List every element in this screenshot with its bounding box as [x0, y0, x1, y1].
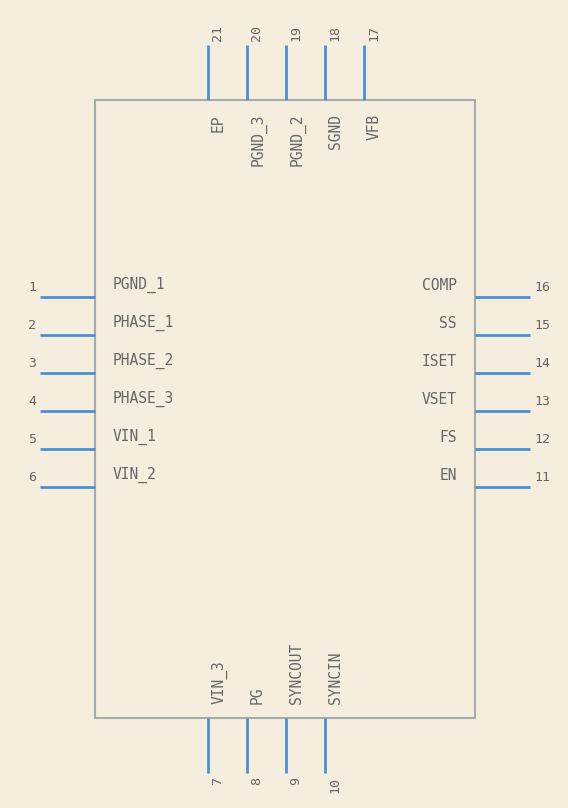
- Text: PHASE_1: PHASE_1: [113, 315, 174, 331]
- Text: VIN_2: VIN_2: [113, 467, 157, 483]
- Text: 9: 9: [289, 777, 302, 785]
- Text: PHASE_2: PHASE_2: [113, 353, 174, 369]
- Text: PGND_2: PGND_2: [289, 114, 305, 166]
- Text: 10: 10: [328, 777, 341, 793]
- Text: 13: 13: [534, 395, 550, 408]
- Text: 20: 20: [250, 25, 263, 41]
- Text: 15: 15: [534, 319, 550, 332]
- Text: 18: 18: [328, 25, 341, 41]
- Text: SYNCIN: SYNCIN: [328, 651, 343, 704]
- Text: FS: FS: [440, 430, 457, 445]
- Text: 12: 12: [534, 433, 550, 446]
- Text: SS: SS: [440, 316, 457, 331]
- Text: PGND_1: PGND_1: [113, 277, 165, 293]
- Text: ISET: ISET: [422, 354, 457, 369]
- Text: PGND_3: PGND_3: [250, 114, 266, 166]
- Text: 7: 7: [211, 777, 224, 785]
- Text: PHASE_3: PHASE_3: [113, 391, 174, 407]
- Text: VIN_3: VIN_3: [211, 660, 227, 704]
- Text: PG: PG: [250, 687, 265, 704]
- Text: SGND: SGND: [328, 114, 343, 149]
- Text: VIN_1: VIN_1: [113, 429, 157, 445]
- Text: VFB: VFB: [367, 114, 382, 141]
- Text: 3: 3: [28, 357, 36, 370]
- Text: 4: 4: [28, 395, 36, 408]
- Text: 17: 17: [367, 25, 380, 41]
- Bar: [95, 100, 475, 718]
- Text: EP: EP: [211, 114, 226, 132]
- Text: 11: 11: [534, 471, 550, 484]
- Text: 14: 14: [534, 357, 550, 370]
- Text: EN: EN: [440, 468, 457, 483]
- Text: 1: 1: [28, 281, 36, 294]
- Text: 19: 19: [289, 25, 302, 41]
- Text: VSET: VSET: [422, 392, 457, 407]
- Text: 2: 2: [28, 319, 36, 332]
- Text: 8: 8: [250, 777, 263, 785]
- Text: COMP: COMP: [422, 278, 457, 293]
- Text: SYNCOUT: SYNCOUT: [289, 642, 304, 704]
- Text: 21: 21: [211, 25, 224, 41]
- Text: 5: 5: [28, 433, 36, 446]
- Text: 16: 16: [534, 281, 550, 294]
- Text: 6: 6: [28, 471, 36, 484]
